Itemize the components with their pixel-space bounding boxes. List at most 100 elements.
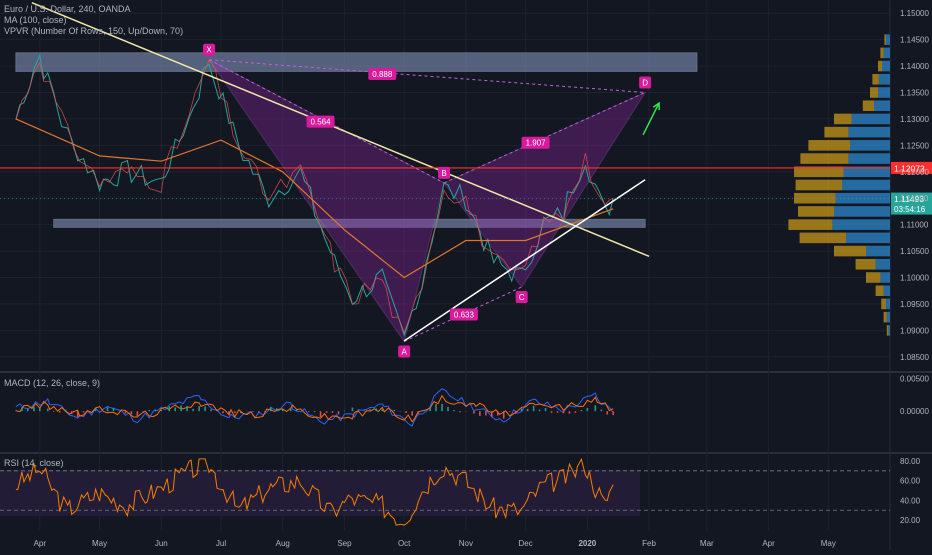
macd-histogram-bar bbox=[600, 410, 602, 412]
macd-histogram-bar bbox=[459, 411, 461, 412]
volume-profile-up-bar bbox=[866, 246, 890, 257]
rsi-band-fill bbox=[0, 470, 640, 516]
macd-histogram-bar bbox=[423, 410, 425, 411]
macd-histogram-bar bbox=[160, 410, 162, 411]
volume-profile-up-bar bbox=[832, 219, 890, 230]
volume-profile-up-bar bbox=[846, 233, 890, 244]
macd-histogram-bar bbox=[485, 411, 487, 415]
rsi-legend: RSI (14, close) bbox=[4, 458, 64, 469]
volume-profile-down-bar bbox=[834, 246, 866, 257]
macd-histogram-bar bbox=[125, 411, 127, 413]
macd-histogram-bar bbox=[210, 409, 212, 411]
macd-histogram-bar bbox=[53, 411, 55, 412]
rsi-axis-tick-label: 80.00 bbox=[900, 457, 921, 466]
macd-histogram-bar bbox=[509, 411, 511, 412]
volume-profile-up-bar bbox=[834, 206, 890, 217]
volume-profile-up-bar bbox=[886, 34, 890, 45]
macd-histogram-bar bbox=[252, 411, 254, 412]
macd-histogram-bar bbox=[33, 407, 35, 411]
pattern-point-label-b: B bbox=[441, 169, 446, 178]
price-axis-tick-label: 1.10500 bbox=[900, 247, 929, 256]
macd-histogram-bar bbox=[417, 411, 419, 414]
volume-profile-down-bar bbox=[834, 114, 852, 125]
price-axis-tick-label: 1.13000 bbox=[900, 115, 929, 124]
macd-histogram-bar bbox=[587, 408, 589, 411]
time-axis-tick-label: Mar bbox=[700, 539, 714, 548]
ma-indicator-label[interactable]: MA (100, close) bbox=[4, 15, 183, 26]
macd-histogram-bar bbox=[612, 411, 614, 415]
macd-histogram-bar bbox=[47, 409, 49, 412]
price-axis-tick-label: 1.12000 bbox=[900, 168, 929, 177]
harmonic-triangle-bcd bbox=[444, 93, 645, 288]
macd-histogram-bar bbox=[65, 410, 67, 411]
macd-histogram-bar bbox=[429, 407, 431, 411]
macd-histogram-bar bbox=[174, 407, 176, 411]
macd-histogram-bar bbox=[296, 410, 298, 411]
volume-profile-up-bar bbox=[850, 140, 890, 151]
macd-histogram-bar bbox=[497, 411, 499, 415]
volume-profile-down-bar bbox=[808, 140, 850, 151]
price-axis-tick-label: 1.11500 bbox=[900, 194, 929, 203]
macd-histogram-bar bbox=[447, 407, 449, 411]
macd-histogram-bar bbox=[228, 411, 230, 415]
macd-histogram-bar bbox=[411, 411, 413, 415]
price-title: Euro / U.S. Dollar, 240, OANDA bbox=[4, 4, 183, 15]
macd-histogram-bar bbox=[198, 406, 200, 411]
macd-histogram-bar bbox=[326, 411, 328, 413]
macd-histogram-bar bbox=[473, 411, 475, 413]
price-axis-tick-label: 1.15000 bbox=[900, 9, 929, 18]
vpvr-indicator-label[interactable]: VPVR (Number Of Rows, 150, Up/Down, 70) bbox=[4, 26, 183, 37]
macd-histogram-bar bbox=[393, 410, 395, 411]
macd-histogram-bar bbox=[479, 411, 481, 416]
volume-profile-down-bar bbox=[872, 74, 878, 85]
macd-histogram-bar bbox=[491, 411, 493, 417]
macd-histogram-bar bbox=[563, 411, 565, 413]
volume-profile-up-bar bbox=[884, 285, 890, 296]
macd-histogram-bar bbox=[515, 411, 517, 414]
price-legend: Euro / U.S. Dollar, 240, OANDA MA (100, … bbox=[4, 4, 183, 37]
macd-histogram-bar bbox=[441, 404, 443, 411]
macd-histogram-bar bbox=[192, 409, 194, 411]
pattern-point-label-d: D bbox=[642, 79, 648, 88]
fib-ratio-label: 1.907 bbox=[526, 139, 547, 148]
harmonic-triangle-xab bbox=[209, 60, 444, 342]
macd-histogram-bar bbox=[533, 406, 535, 411]
fib-ratio-label: 0.888 bbox=[372, 70, 393, 79]
volume-profile-down-bar bbox=[863, 100, 874, 111]
macd-histogram-bar bbox=[270, 408, 272, 412]
macd-histogram-bar bbox=[143, 411, 145, 412]
fib-ratio-label: 0.633 bbox=[454, 311, 475, 320]
macd-histogram-bar bbox=[314, 411, 316, 412]
volume-profile-down-bar bbox=[881, 299, 886, 310]
macd-histogram-bar bbox=[453, 410, 455, 411]
macd-histogram-bar bbox=[155, 409, 157, 411]
macd-histogram-bar bbox=[222, 411, 224, 413]
time-axis-tick-label: May bbox=[821, 539, 836, 548]
volume-profile-down-bar bbox=[887, 325, 889, 336]
rsi-axis-tick-label: 40.00 bbox=[900, 496, 921, 505]
volume-profile-up-bar bbox=[852, 114, 890, 125]
rsi-title[interactable]: RSI (14, close) bbox=[4, 458, 64, 469]
time-axis-tick-label: Jun bbox=[155, 539, 168, 548]
macd-histogram-bar bbox=[234, 411, 236, 413]
volume-profile-up-bar bbox=[836, 193, 890, 204]
volume-profile-down-bar bbox=[884, 34, 886, 45]
time-axis-tick-label: Apr bbox=[34, 539, 47, 548]
volume-profile-up-bar bbox=[848, 127, 890, 138]
macd-axis-tick-label: 0.00000 bbox=[900, 407, 929, 416]
volume-profile-up-bar bbox=[884, 48, 890, 59]
volume-profile-down-bar bbox=[798, 206, 834, 217]
volume-profile-down-bar bbox=[788, 219, 832, 230]
volume-profile-down-bar bbox=[796, 180, 842, 191]
macd-histogram-bar bbox=[113, 408, 115, 411]
macd-histogram-bar bbox=[282, 409, 284, 411]
macd-histogram-bar bbox=[15, 410, 17, 411]
volume-profile-up-bar bbox=[882, 61, 890, 72]
price-axis-tick-label: 1.12500 bbox=[900, 141, 929, 150]
price-axis-tick-label: 1.08500 bbox=[900, 353, 929, 362]
macd-title[interactable]: MACD (12, 26, close, 9) bbox=[4, 378, 100, 389]
volume-profile-up-bar bbox=[876, 259, 890, 270]
time-axis-tick-label: Dec bbox=[519, 539, 533, 548]
